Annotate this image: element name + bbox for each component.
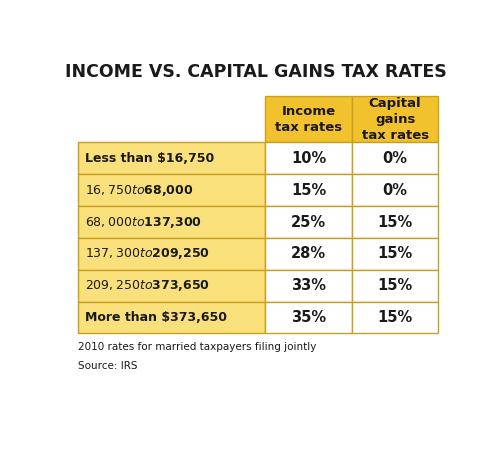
- Text: 15%: 15%: [378, 310, 413, 325]
- Text: 15%: 15%: [378, 215, 413, 230]
- Text: $209,250 to $373,650: $209,250 to $373,650: [85, 278, 210, 293]
- Bar: [266, 206, 352, 238]
- Text: 28%: 28%: [291, 246, 326, 261]
- Bar: [352, 143, 438, 174]
- Bar: [78, 174, 266, 206]
- Bar: [78, 143, 266, 174]
- Bar: [352, 174, 438, 206]
- Text: More than $373,650: More than $373,650: [85, 311, 227, 324]
- Bar: [78, 238, 266, 270]
- Text: 35%: 35%: [291, 310, 326, 325]
- Text: Income
tax rates: Income tax rates: [275, 105, 342, 134]
- Bar: [266, 174, 352, 206]
- Text: 33%: 33%: [291, 278, 326, 293]
- Text: 15%: 15%: [378, 278, 413, 293]
- Text: 2010 rates for married taxpayers filing jointly: 2010 rates for married taxpayers filing …: [78, 342, 316, 352]
- Text: $137,300 to $209,250: $137,300 to $209,250: [85, 246, 210, 261]
- Bar: [352, 206, 438, 238]
- Text: 0%: 0%: [382, 151, 407, 166]
- Text: Source: IRS: Source: IRS: [78, 361, 138, 371]
- Text: 15%: 15%: [291, 183, 326, 198]
- Bar: [352, 238, 438, 270]
- Bar: [352, 96, 438, 143]
- Text: INCOME VS. CAPITAL GAINS TAX RATES: INCOME VS. CAPITAL GAINS TAX RATES: [66, 63, 447, 81]
- Bar: [78, 270, 266, 302]
- Text: 0%: 0%: [382, 183, 407, 198]
- Bar: [266, 96, 352, 143]
- Text: Less than $16,750: Less than $16,750: [85, 152, 214, 165]
- Text: 25%: 25%: [291, 215, 326, 230]
- Bar: [78, 302, 266, 333]
- Bar: [266, 302, 352, 333]
- Bar: [78, 206, 266, 238]
- Text: $68,000 to $137,300: $68,000 to $137,300: [85, 215, 202, 230]
- Bar: [352, 302, 438, 333]
- Bar: [266, 143, 352, 174]
- Bar: [266, 238, 352, 270]
- Bar: [266, 270, 352, 302]
- Text: Capital
gains
tax rates: Capital gains tax rates: [362, 97, 428, 142]
- Text: $16,750 to $68,000: $16,750 to $68,000: [85, 183, 194, 198]
- Bar: [352, 270, 438, 302]
- Text: 10%: 10%: [291, 151, 326, 166]
- Text: 15%: 15%: [378, 246, 413, 261]
